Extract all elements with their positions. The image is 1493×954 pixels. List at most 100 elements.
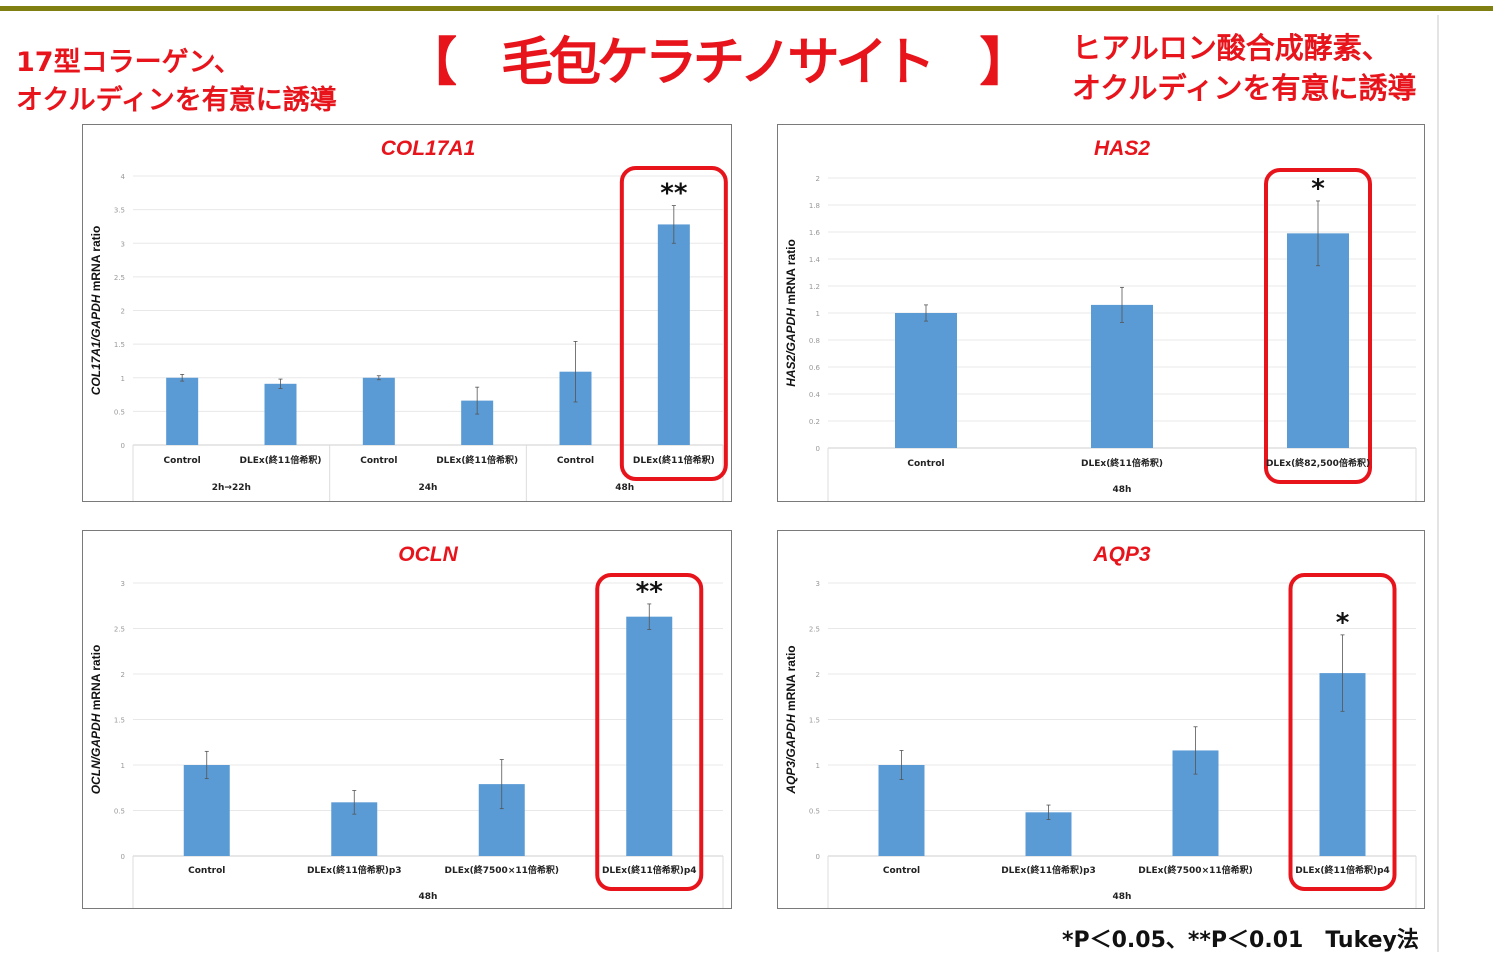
y-tick-label: 2.5 <box>114 626 125 634</box>
chart-title: HAS2 <box>1094 137 1150 160</box>
significance-marker: * <box>1311 174 1325 204</box>
y-axis-label-reference: /GAPDH <box>89 294 103 342</box>
y-tick-label: 1.8 <box>809 202 820 210</box>
y-tick-label: 0 <box>121 853 125 861</box>
x-tick-label: DLEx(終11倍希釈) <box>1081 457 1163 469</box>
y-axis-label-gene: COL17A1 <box>89 341 103 395</box>
significance-footnote: *P＜0.05、**P＜0.01 Tukey法 <box>1062 928 1419 953</box>
bar <box>1091 304 1153 448</box>
left-caption-line2: オクルディンを有意に誘導 <box>16 85 337 116</box>
chart-has2: HAS2 HAS2/GAPDH mRNA ratio 0 0.2 0.4 0.6 0.8 1 1… <box>777 124 1425 502</box>
x-tick-label: DLEx(終11倍希釈) <box>240 454 322 466</box>
bar <box>895 313 957 448</box>
y-tick-label: 2.5 <box>809 626 820 634</box>
highlight-box <box>1264 168 1372 484</box>
y-tick-label: 1 <box>121 762 125 770</box>
significance-marker: ** <box>660 179 688 209</box>
y-axis-label-reference: /GAPDH <box>89 713 103 761</box>
group-label: 24h <box>419 483 438 493</box>
y-tick-label: 0 <box>816 853 820 861</box>
x-tick-label: Control <box>164 456 201 466</box>
group-label: 48h <box>419 892 438 902</box>
significance-marker: ** <box>636 577 664 607</box>
bar <box>878 765 925 856</box>
y-tick-label: 3 <box>121 240 125 248</box>
x-tick-label: Control <box>557 456 594 466</box>
y-axis-label: HAS2/GAPDH mRNA ratio <box>784 239 798 387</box>
bar <box>362 377 395 445</box>
y-axis-label-reference: /GAPDH <box>784 714 798 762</box>
y-tick-label: 0 <box>816 445 820 453</box>
left-caption: 17型コラーゲン、 オクルディンを有意に誘導 <box>16 44 337 120</box>
left-caption-line1: 17型コラーゲン、 <box>16 47 241 78</box>
y-tick-label: 1.5 <box>114 717 125 725</box>
x-tick-label: Control <box>883 866 920 876</box>
y-axis-label: COL17A1/GAPDH mRNA ratio <box>89 226 103 396</box>
y-tick-label: 0.5 <box>114 808 125 816</box>
y-axis-label-suffix: mRNA ratio <box>784 645 798 714</box>
y-tick-label: 3 <box>816 580 820 588</box>
y-axis-label: OCLN/GAPDH mRNA ratio <box>89 645 103 795</box>
y-tick-label: 2.5 <box>114 274 125 282</box>
y-axis-label: AQP3/GAPDH mRNA ratio <box>784 645 798 794</box>
y-tick-label: 2 <box>816 175 820 183</box>
bar <box>264 383 297 445</box>
group-label: 48h <box>1113 485 1132 495</box>
x-tick-label: DLEx(終11倍希釈)p4 <box>1295 864 1390 876</box>
highlight-box <box>595 573 704 891</box>
y-tick-label: 2 <box>816 671 820 679</box>
y-tick-label: 3.5 <box>114 207 125 215</box>
y-tick-label: 0.2 <box>809 418 820 426</box>
top-rule <box>0 6 1493 11</box>
y-tick-label: 1 <box>816 310 820 318</box>
chart-title: OCLN <box>398 543 458 566</box>
y-tick-label: 0.4 <box>809 391 821 399</box>
y-tick-label: 0.8 <box>809 337 820 345</box>
slide-edge-divider <box>1437 15 1439 952</box>
y-axis-label-reference: /GAPDH <box>784 308 798 356</box>
x-tick-label: Control <box>360 456 397 466</box>
bar <box>183 765 230 856</box>
y-tick-label: 0.5 <box>114 408 125 416</box>
right-caption-line2: オクルディンを有意に誘導 <box>1072 71 1417 105</box>
y-tick-label: 3 <box>121 580 125 588</box>
group-label: 48h <box>1113 892 1132 902</box>
right-caption: ヒアルロン酸合成酵素、 オクルディンを有意に誘導 <box>1072 28 1417 108</box>
y-axis-label-suffix: mRNA ratio <box>89 226 103 295</box>
x-tick-label: DLEx(終7500×11倍希釈) <box>1138 864 1253 876</box>
y-tick-label: 2 <box>121 308 125 316</box>
y-axis-label-suffix: mRNA ratio <box>784 239 798 308</box>
highlight-box <box>619 166 728 481</box>
chart-title: COL17A1 <box>381 137 476 160</box>
y-tick-label: 0.6 <box>809 364 821 372</box>
chart-col17a1: COL17A1 COL17A1/GAPDH mRNA ratio 0 0.5 1 1.5 2… <box>82 124 732 502</box>
y-axis-label-gene: HAS2 <box>784 354 798 386</box>
y-tick-label: 1.4 <box>809 256 821 264</box>
y-tick-label: 1.5 <box>114 341 125 349</box>
x-tick-label: DLEx(終11倍希釈)p3 <box>307 864 402 876</box>
y-tick-label: 1.6 <box>809 229 821 237</box>
y-tick-label: 1.2 <box>809 283 820 291</box>
x-tick-label: Control <box>907 459 944 469</box>
chart-title: AQP3 <box>1092 543 1151 566</box>
y-tick-label: 1 <box>816 762 820 770</box>
significance-marker: * <box>1336 608 1350 638</box>
chart-ocln: OCLN OCLN/GAPDH mRNA ratio 0 0.5 1 1.5 2 2.5 3 48… <box>82 530 732 909</box>
bar <box>657 224 690 445</box>
highlight-box <box>1288 573 1397 891</box>
y-axis-label-gene: OCLN <box>89 760 103 794</box>
y-tick-label: 2 <box>121 671 125 679</box>
x-tick-label: DLEx(終11倍希釈)p3 <box>1001 864 1096 876</box>
x-tick-label: Control <box>188 866 225 876</box>
slide-title: 【 毛包ケラチノサイト 】 <box>405 33 1031 93</box>
x-tick-label: DLEx(終82,500倍希釈) <box>1266 457 1370 469</box>
y-tick-label: 0 <box>121 442 125 450</box>
x-tick-label: DLEx(終11倍希釈)p4 <box>602 864 697 876</box>
y-tick-label: 1 <box>121 375 125 383</box>
x-tick-label: DLEx(終11倍希釈) <box>436 454 518 466</box>
chart-aqp3: AQP3 AQP3/GAPDH mRNA ratio 0 0.5 1 1.5 2 2.5 3 48… <box>777 530 1425 909</box>
